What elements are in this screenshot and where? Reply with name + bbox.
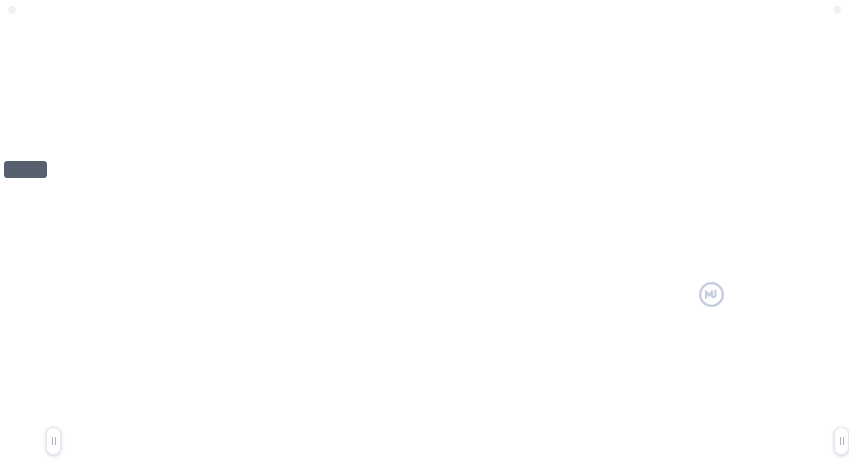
price-chart[interactable]	[0, 40, 849, 418]
navigator-chart[interactable]	[45, 418, 849, 462]
baseline-price-badge	[4, 161, 47, 178]
range-navigator[interactable]	[45, 418, 849, 462]
chart-type-tabs	[8, 6, 16, 14]
range-tabs	[833, 6, 841, 14]
navigator-right-handle[interactable]	[834, 427, 849, 455]
navigator-left-handle[interactable]	[46, 427, 61, 455]
